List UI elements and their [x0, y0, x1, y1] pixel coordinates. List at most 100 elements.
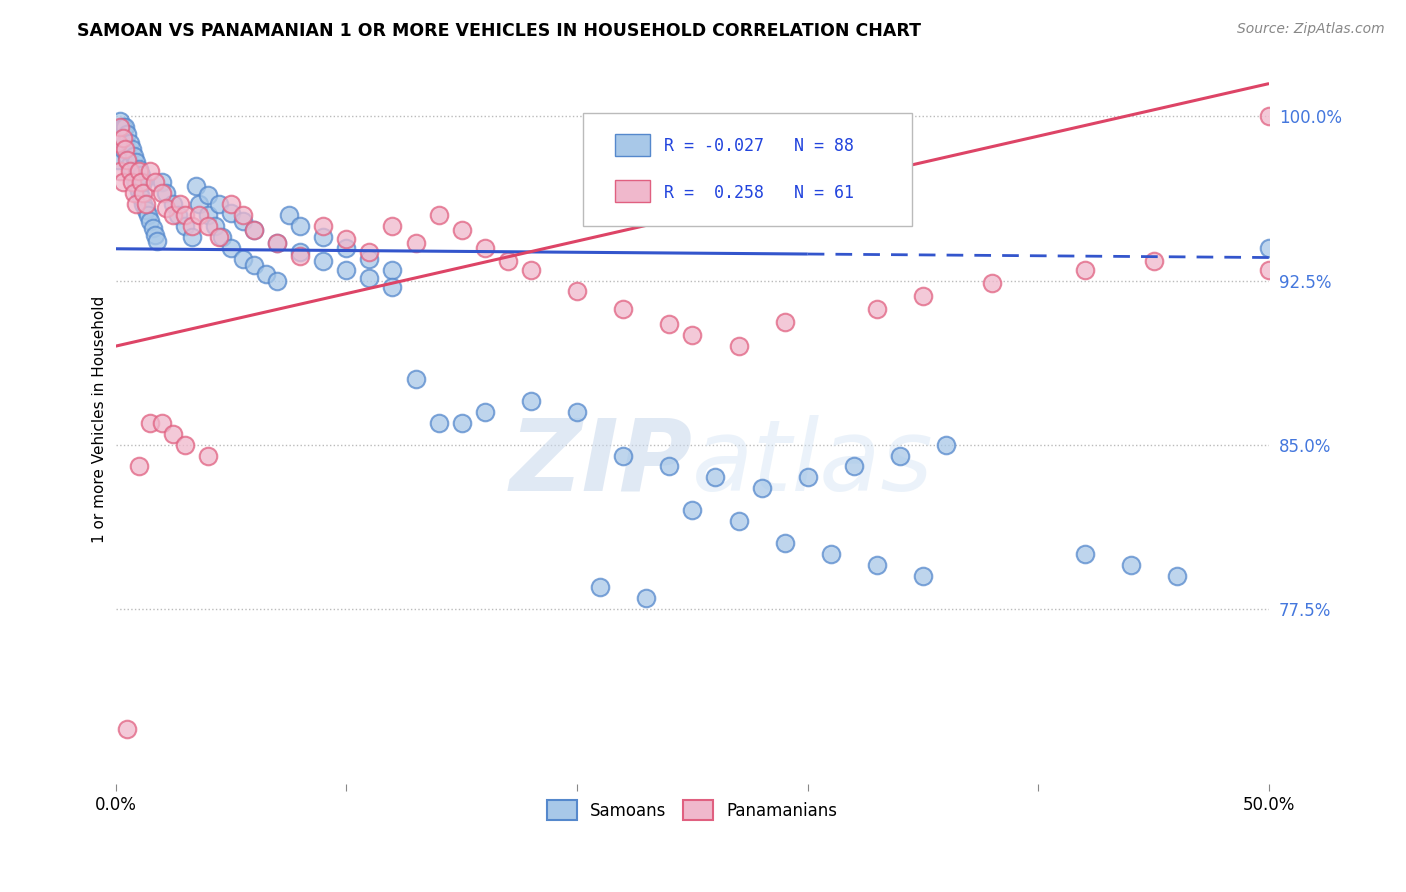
Point	[135, 203, 157, 218]
Text: SAMOAN VS PANAMANIAN 1 OR MORE VEHICLES IN HOUSEHOLD CORRELATION CHART: SAMOAN VS PANAMANIAN 1 OR MORE VEHICLES …	[77, 22, 921, 40]
Point	[219, 197, 242, 211]
Point	[121, 142, 143, 156]
Point	[290, 219, 312, 233]
Bar	[614, 134, 650, 156]
Point	[866, 558, 889, 572]
Point	[111, 120, 134, 135]
Point	[589, 580, 612, 594]
Point	[110, 131, 132, 145]
Point	[359, 245, 381, 260]
Point	[751, 481, 773, 495]
Point	[232, 208, 254, 222]
Point	[167, 208, 190, 222]
Point	[180, 219, 202, 233]
Point	[111, 175, 134, 189]
Point	[122, 149, 145, 163]
Point	[912, 569, 935, 583]
Point	[107, 153, 129, 168]
Text: ZIP: ZIP	[509, 415, 692, 512]
Point	[139, 416, 162, 430]
Point	[111, 142, 134, 156]
Point	[312, 219, 335, 233]
Point	[197, 208, 219, 222]
Point	[427, 208, 450, 222]
Point	[450, 223, 472, 237]
Point	[243, 223, 266, 237]
Text: Source: ZipAtlas.com: Source: ZipAtlas.com	[1237, 22, 1385, 37]
Point	[121, 164, 143, 178]
Point	[565, 405, 588, 419]
Point	[474, 241, 496, 255]
Point	[335, 262, 357, 277]
Point	[155, 202, 177, 216]
Point	[162, 208, 184, 222]
Point	[125, 155, 148, 169]
Point	[266, 236, 288, 251]
Point	[312, 253, 335, 268]
Point	[219, 205, 242, 219]
Point	[169, 197, 191, 211]
Point	[180, 229, 202, 244]
Point	[114, 136, 136, 150]
Point	[405, 372, 427, 386]
Point	[110, 164, 132, 178]
Point	[266, 273, 288, 287]
Point	[162, 426, 184, 441]
Point	[773, 536, 796, 550]
Point	[1258, 109, 1281, 123]
Point	[842, 459, 865, 474]
Point	[681, 503, 703, 517]
Point	[1119, 558, 1142, 572]
Point	[118, 164, 141, 178]
Point	[197, 188, 219, 202]
Point	[1166, 569, 1188, 583]
Point	[405, 236, 427, 251]
Point	[773, 315, 796, 329]
Point	[359, 271, 381, 285]
Y-axis label: 1 or more Vehicles in Household: 1 or more Vehicles in Household	[93, 296, 107, 543]
Point	[122, 170, 145, 185]
Point	[312, 229, 335, 244]
Point	[125, 197, 148, 211]
Point	[727, 514, 749, 528]
Point	[658, 318, 681, 332]
Point	[128, 161, 150, 176]
Point	[612, 449, 634, 463]
Point	[912, 289, 935, 303]
Text: R =  0.258   N = 61: R = 0.258 N = 61	[664, 184, 853, 202]
Point	[232, 214, 254, 228]
Point	[1258, 262, 1281, 277]
Point	[125, 178, 148, 192]
Point	[187, 197, 209, 211]
Point	[474, 405, 496, 419]
Point	[820, 547, 842, 561]
Point	[186, 179, 208, 194]
Point	[208, 197, 231, 211]
Point	[114, 120, 136, 135]
Point	[128, 164, 150, 178]
Point	[427, 416, 450, 430]
Point	[866, 301, 889, 316]
Point	[658, 459, 681, 474]
Point	[173, 208, 195, 222]
Legend: Samoans, Panamanians: Samoans, Panamanians	[540, 794, 845, 826]
Point	[681, 328, 703, 343]
Point	[381, 280, 404, 294]
Point	[139, 214, 162, 228]
Point	[139, 164, 162, 178]
Point	[889, 449, 911, 463]
Point	[135, 197, 157, 211]
Point	[211, 229, 233, 244]
Point	[335, 241, 357, 255]
Point	[115, 722, 138, 736]
Point	[187, 208, 209, 222]
Point	[122, 186, 145, 200]
Point	[114, 142, 136, 156]
Point	[266, 236, 288, 251]
Point	[1073, 262, 1095, 277]
Point	[129, 190, 152, 204]
Point	[243, 258, 266, 272]
Point	[197, 219, 219, 233]
Point	[254, 267, 277, 281]
Point	[111, 131, 134, 145]
